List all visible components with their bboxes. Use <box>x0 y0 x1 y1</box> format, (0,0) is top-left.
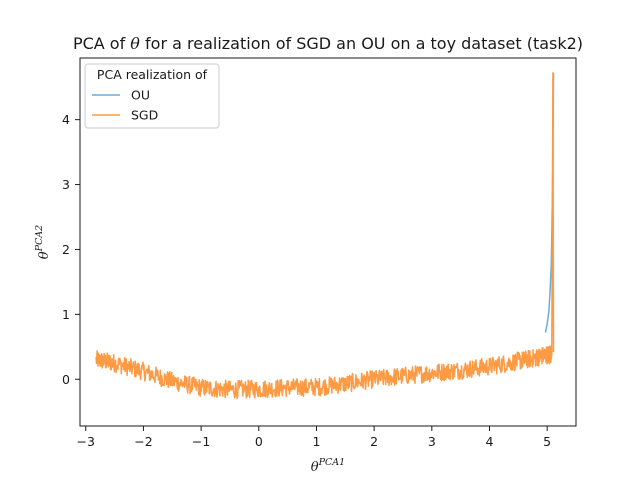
chart-title-theta: θ <box>130 34 140 53</box>
x-tick-label: 1 <box>312 434 320 449</box>
legend-box <box>84 63 220 129</box>
chart-title-pre: PCA of <box>73 34 130 53</box>
legend-label-sgd: SGD <box>131 108 158 123</box>
x-axis-label-base: θ <box>311 460 319 475</box>
y-axis-label-base: θ <box>37 251 52 259</box>
legend-title: PCA realization of <box>97 67 208 82</box>
y-axis: 0 1 2 3 4 <box>62 112 80 387</box>
y-tick-label: 4 <box>62 112 70 127</box>
x-axis-label-sup: PCA1 <box>318 457 346 468</box>
x-tick-label: 4 <box>486 434 494 449</box>
y-tick-label: 1 <box>62 307 70 322</box>
y-axis-label: θPCA2 <box>34 225 52 259</box>
x-tick-label: 2 <box>370 434 378 449</box>
x-axis-label: θPCA1 <box>311 457 345 475</box>
series-line-sgd <box>95 72 555 400</box>
series-layer <box>95 72 555 400</box>
x-tick-label: −2 <box>134 434 152 449</box>
plot-frame <box>79 57 577 427</box>
x-tick-label: −3 <box>77 434 95 449</box>
x-tick-label: 0 <box>255 434 263 449</box>
chart-title: PCA of θ for a realization of SGD an OU … <box>73 34 583 53</box>
y-tick-label: 0 <box>62 372 70 387</box>
x-tick-label: −1 <box>192 434 210 449</box>
y-axis-label-sup: PCA2 <box>34 225 45 253</box>
legend: PCA realization of OU SGD <box>84 63 220 129</box>
y-tick-label: 3 <box>62 177 70 192</box>
plot-area <box>95 72 555 400</box>
x-tick-label: 3 <box>428 434 436 449</box>
x-axis: −3 −2 −1 0 1 2 3 4 5 <box>77 426 551 449</box>
chart-title-post: for a realization of SGD an OU on a toy … <box>140 34 583 53</box>
legend-label-ou: OU <box>131 88 150 103</box>
x-tick-label: 5 <box>543 434 551 449</box>
y-tick-label: 2 <box>62 242 70 257</box>
